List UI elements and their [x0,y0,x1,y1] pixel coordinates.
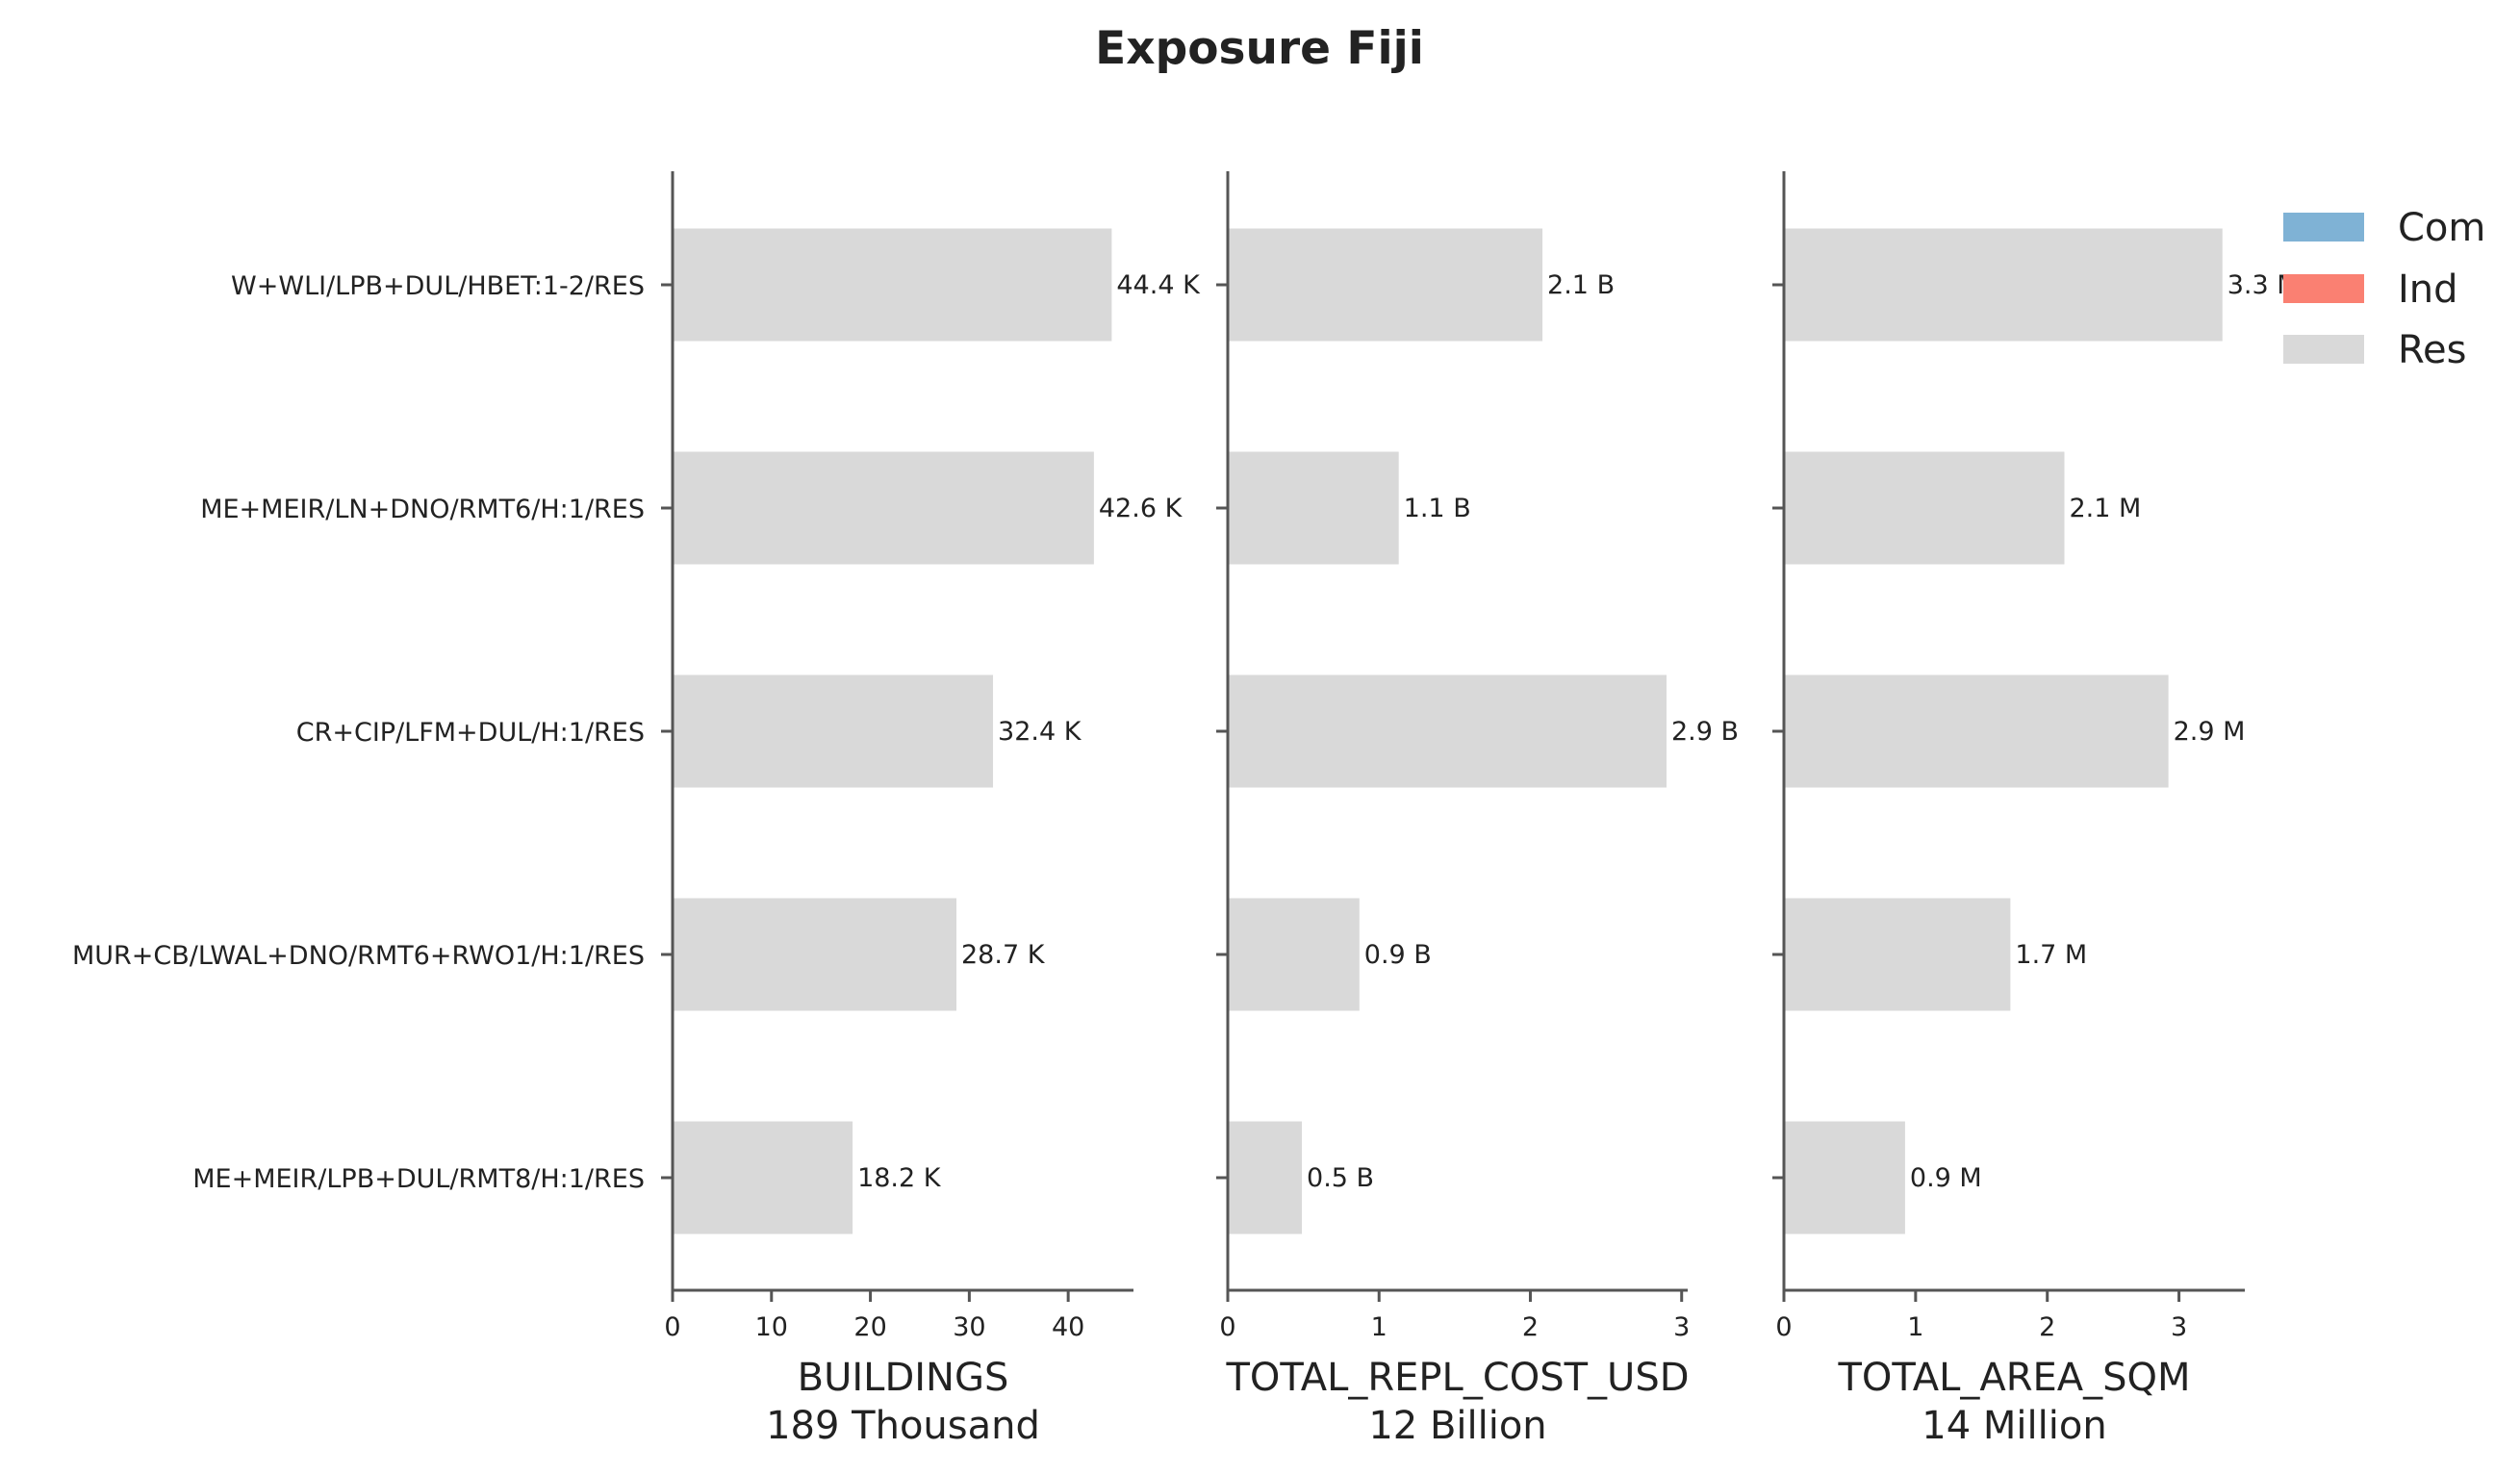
x-axis-label: TOTAL_AREA_SQM [1837,1356,2190,1400]
category-label: ME+MEIR/LN+DNO/RMT6/H:1/RES [200,495,645,524]
bar-value-label: 1.7 M [2015,940,2087,970]
x-axis-label: BUILDINGS [798,1356,1009,1400]
bar-2-3 [1228,674,1667,788]
category-label: MUR+CB/LWAL+DNO/RMT6+RWO1/H:1/RES [72,941,645,971]
legend-swatch [2283,335,2364,364]
chart-title: Exposure Fiji [1095,22,1424,75]
x-tick-label: 40 [1052,1312,1084,1342]
x-tick-label: 30 [953,1312,985,1342]
x-tick-label: 3 [2171,1312,2187,1342]
x-tick-label: 2 [2039,1312,2055,1342]
x-axis-label: TOTAL_REPL_COST_USD [1225,1356,1689,1400]
x-tick-label: 0 [664,1312,680,1342]
bar-2-5 [1228,1121,1303,1234]
category-label: W+WLI/LPB+DUL/HBET:1-2/RES [231,271,645,301]
bar-3-2 [1784,451,2065,565]
bar-value-label: 28.7 K [961,940,1046,970]
bar-value-label: 42.6 K [1099,494,1184,523]
x-tick-label: 1 [1907,1312,1923,1342]
x-tick-label: 10 [755,1312,788,1342]
x-axis-total: 12 Billion [1368,1404,1546,1448]
x-axis-total: 14 Million [1922,1404,2106,1448]
bar-value-label: 0.9 M [1910,1163,1982,1193]
bar-1-1 [673,228,1112,342]
bar-3-4 [1784,898,2011,1011]
bar-value-label: 2.9 M [2174,717,2246,747]
bar-2-2 [1228,451,1399,565]
bar-value-label: 0.5 B [1307,1163,1374,1193]
bar-value-label: 32.4 K [998,717,1082,747]
x-tick-label: 0 [1219,1312,1235,1342]
bar-1-3 [673,674,994,788]
bar-3-3 [1784,674,2169,788]
x-tick-label: 20 [853,1312,886,1342]
x-tick-label: 0 [1775,1312,1792,1342]
bar-1-4 [673,898,957,1011]
bar-value-label: 2.1 B [1547,270,1615,300]
bar-1-5 [673,1121,853,1234]
bar-2-1 [1228,228,1543,342]
x-axis-total: 189 Thousand [766,1404,1040,1448]
x-tick-label: 1 [1371,1312,1387,1342]
legend-label: Res [2398,328,2466,372]
category-label: ME+MEIR/LPB+DUL/RMT8/H:1/RES [192,1164,645,1194]
bar-3-1 [1784,228,2223,342]
bar-value-label: 2.1 M [2070,494,2142,523]
legend-label: Com [2398,206,2485,250]
legend-swatch [2283,213,2364,242]
bar-3-5 [1784,1121,1905,1234]
x-tick-label: 3 [1673,1312,1690,1342]
bar-2-4 [1228,898,1360,1011]
x-tick-label: 2 [1522,1312,1539,1342]
bar-value-label: 2.9 B [1671,717,1739,747]
legend-label: Ind [2398,267,2458,312]
category-label: CR+CIP/LFM+DUL/H:1/RES [296,718,645,748]
bar-value-label: 0.9 B [1364,940,1432,970]
bar-1-2 [673,451,1094,565]
bar-value-label: 1.1 B [1404,494,1471,523]
bar-value-label: 18.2 K [857,1163,942,1193]
bar-value-label: 44.4 K [1116,270,1201,300]
legend-swatch [2283,274,2364,303]
